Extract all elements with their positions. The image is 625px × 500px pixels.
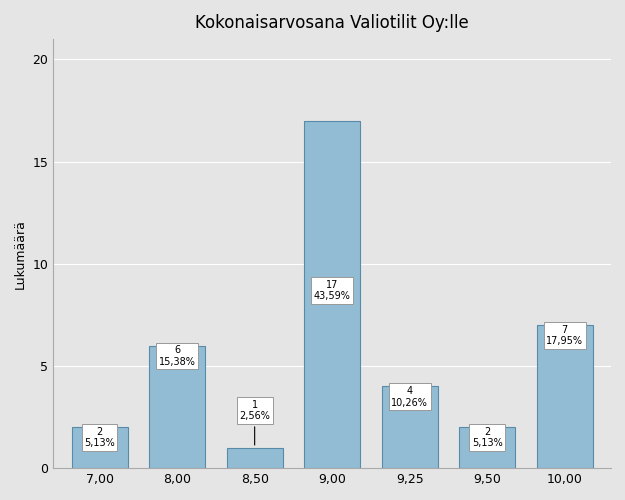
Text: 7
17,95%: 7 17,95% [546, 324, 583, 346]
Text: 4
10,26%: 4 10,26% [391, 386, 428, 407]
Bar [149, 346, 205, 468]
Bar [382, 386, 438, 468]
Text: 1
2,56%: 1 2,56% [239, 400, 270, 445]
Title: Kokonaisarvosana Valiotilit Oy:lle: Kokonaisarvosana Valiotilit Oy:lle [195, 14, 469, 32]
Bar [227, 448, 282, 468]
Y-axis label: Lukumäärä: Lukumäärä [14, 218, 27, 288]
Text: 6
15,38%: 6 15,38% [159, 345, 196, 366]
Bar [72, 428, 127, 468]
Text: 17
43,59%: 17 43,59% [314, 280, 351, 301]
Bar [459, 428, 515, 468]
Text: 2
5,13%: 2 5,13% [472, 427, 502, 448]
Bar [537, 325, 592, 468]
Text: 2
5,13%: 2 5,13% [84, 427, 115, 448]
Bar [304, 121, 360, 468]
